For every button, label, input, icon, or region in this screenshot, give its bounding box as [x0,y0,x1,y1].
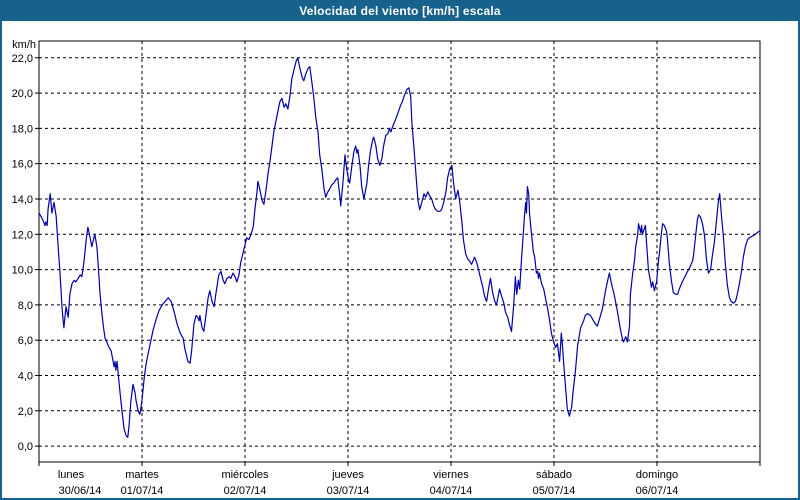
y-tick-label: 18,0 [12,123,33,135]
y-tick-label: 6,0 [18,335,33,347]
x-day-label: lunes [58,469,85,481]
y-tick-label: 4,0 [18,371,33,383]
wind-speed-line [38,57,761,438]
x-day-label: viernes [433,469,469,481]
x-date-label: 01/07/14 [121,485,164,497]
y-tick-label: 8,0 [18,300,33,312]
x-date-label: 03/07/14 [327,485,370,497]
x-day-label: miércoles [221,469,269,481]
y-tick-label: 14,0 [12,194,33,206]
title-bar: Velocidad del viento [km/h] escala [0,0,800,21]
x-day-label: jueves [331,469,364,481]
x-day-label: sábado [536,469,572,481]
x-date-label: 04/07/14 [430,485,473,497]
y-tick-label: 20,0 [12,88,33,100]
x-date-label: 30/06/14 [59,485,102,497]
x-date-label: 06/07/14 [636,485,679,497]
x-date-label: 02/07/14 [224,485,267,497]
y-axis-unit-label: km/h [12,39,36,51]
x-day-label: martes [125,469,159,481]
y-tick-label: 2,0 [18,406,33,418]
chart-title: Velocidad del viento [km/h] escala [299,3,501,18]
chart-background [2,21,798,498]
y-tick-label: 16,0 [12,159,33,171]
y-tick-label: 10,0 [12,265,33,277]
x-day-label: domingo [636,469,678,481]
y-tick-label: 12,0 [12,229,33,241]
y-tick-label: 0,0 [18,441,33,453]
x-date-label: 05/07/14 [533,485,576,497]
plot-border [38,40,761,463]
y-tick-label: 22,0 [12,53,33,65]
